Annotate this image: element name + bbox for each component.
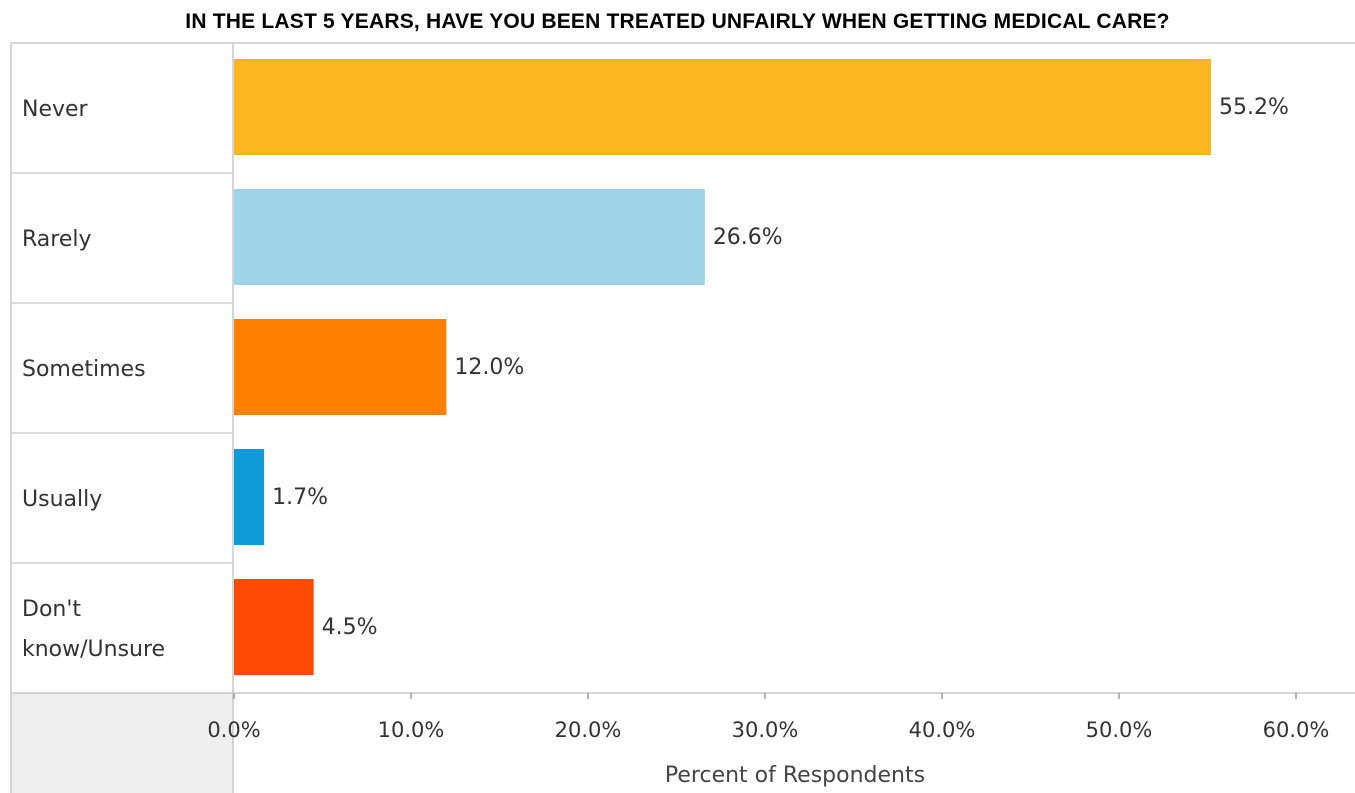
data-label: 12.0% (454, 355, 524, 380)
category-label-line: Never (22, 97, 89, 122)
category-label: Never (22, 97, 89, 122)
data-label: 1.7% (272, 485, 328, 510)
x-axis: 0.0% 10.0% 20.0% 30.0% 40.0% 50.0% 60.0% (207, 693, 1329, 742)
x-tick-label: 20.0% (555, 718, 622, 742)
category-label: Sometimes (22, 357, 146, 382)
category-label-line: know/Unsure (22, 637, 165, 662)
category-label-line: Usually (22, 487, 102, 512)
x-tick-label: 50.0% (1086, 718, 1153, 742)
x-tick-label: 60.0% (1263, 718, 1330, 742)
bar (234, 449, 265, 545)
category-label: Don't know/Unsure (22, 597, 165, 662)
value-labels: 55.2% 26.6% 12.0% 1.7% 4.5% (272, 95, 1289, 640)
category-label-line: Don't (22, 597, 81, 622)
category-label-line: Rarely (22, 227, 92, 252)
category-labels: Never Rarely Sometimes Usually Don't know/Uns… (22, 97, 165, 662)
data-label: 26.6% (713, 225, 783, 250)
x-tick-label: 40.0% (909, 718, 976, 742)
x-tick-label: 10.0% (378, 718, 445, 742)
x-tick-label: 0.0% (207, 718, 260, 742)
bar (234, 319, 447, 415)
chart-title: IN THE LAST 5 YEARS, HAVE YOU BEEN TREAT… (185, 10, 1170, 33)
category-label: Usually (22, 487, 102, 512)
category-label: Rarely (22, 227, 92, 252)
x-tick-label: 30.0% (732, 718, 799, 742)
data-label: 4.5% (322, 615, 378, 640)
bars (234, 59, 1212, 675)
axis-corner-panel (11, 693, 233, 793)
bar (234, 59, 1212, 155)
category-label-line: Sometimes (22, 357, 146, 382)
bar (234, 189, 705, 285)
bar (234, 579, 314, 675)
data-label: 55.2% (1219, 95, 1289, 120)
chart-frame (10, 42, 1355, 793)
x-axis-title: Percent of Respondents (665, 763, 925, 788)
